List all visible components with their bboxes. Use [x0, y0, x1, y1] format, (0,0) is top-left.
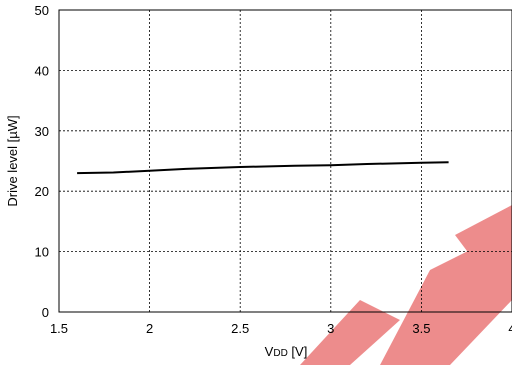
x-tick-label: 2 — [146, 321, 153, 336]
x-axis-label: VDD [V] — [265, 344, 308, 359]
series-lines — [77, 161, 449, 175]
x-tick-label: 3.5 — [412, 321, 430, 336]
y-tick-label: 10 — [35, 245, 49, 260]
x-tick-label: 4 — [508, 321, 512, 336]
y-tick-label: 30 — [35, 124, 49, 139]
y-axis-ticks: 0 10 20 30 40 50 — [35, 3, 49, 320]
y-tick-label: 0 — [42, 305, 49, 320]
watermark-logo — [300, 205, 512, 365]
plot-frame — [58, 9, 512, 313]
y-axis-label: Drive level [µW] — [5, 115, 20, 206]
grid-lines — [59, 10, 512, 312]
y-tick-label: 20 — [35, 184, 49, 199]
x-tick-label: 2.5 — [231, 321, 249, 336]
x-tick-label: 3 — [327, 321, 334, 336]
y-tick-label: 50 — [35, 3, 49, 18]
y-tick-label: 40 — [35, 63, 49, 78]
series-line — [77, 161, 449, 175]
x-axis-ticks: 1.5 2 2.5 3 3.5 4 — [50, 321, 512, 336]
x-tick-label: 1.5 — [50, 321, 68, 336]
